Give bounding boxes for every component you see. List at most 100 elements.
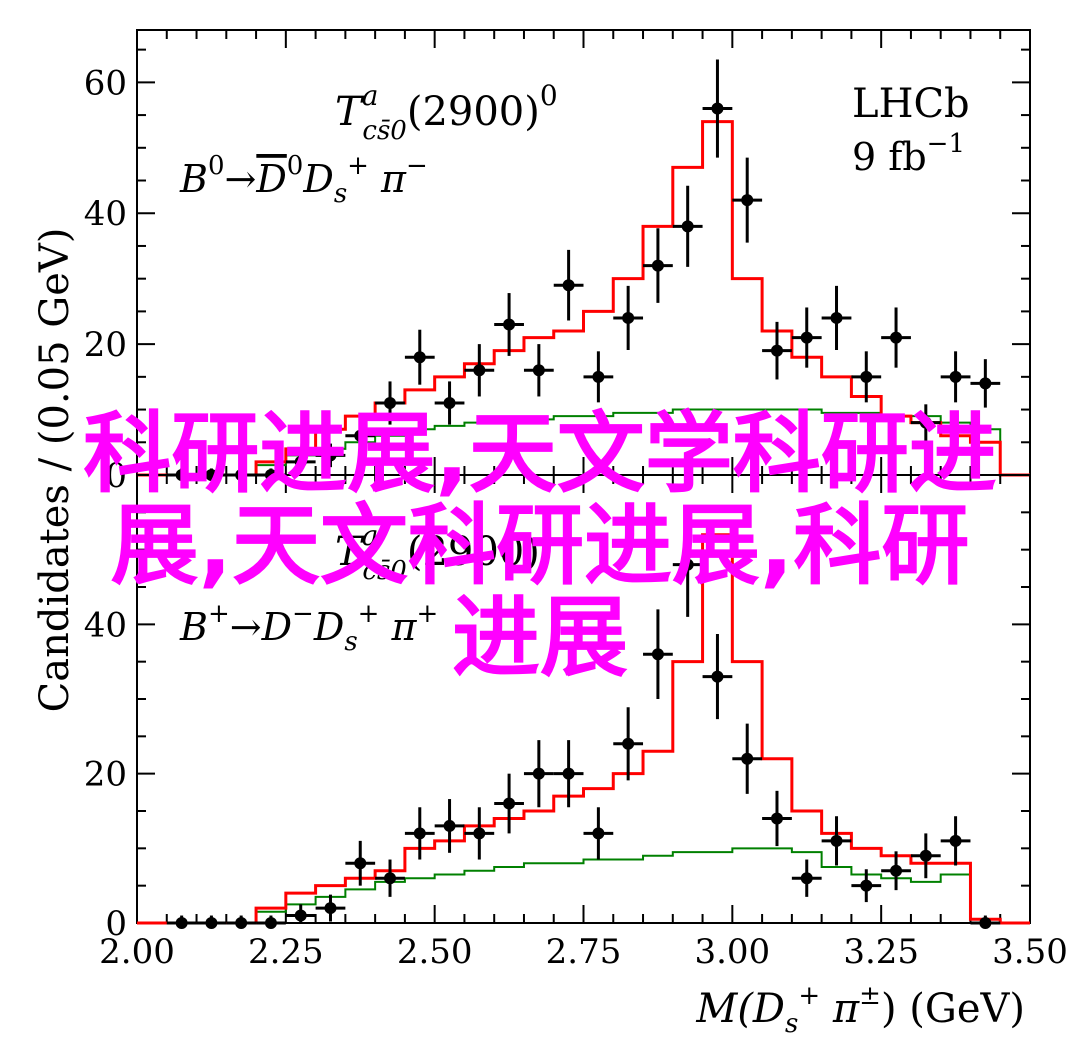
y-tick-label: 20 [84, 325, 127, 365]
data-marker [651, 648, 664, 661]
data-marker [681, 220, 694, 233]
data-marker [175, 917, 188, 929]
x-tick-label: 2.50 [397, 932, 473, 972]
data-point [464, 807, 495, 860]
data-marker [770, 344, 783, 357]
top-panel-labels: Ta cs̄0(2900)0 B0→D0Ds+ π− LHCb 9 fb−1 [179, 79, 970, 209]
data-point [583, 807, 614, 860]
top-decay-label: B0→D0Ds+ π− [179, 151, 428, 209]
data-marker [890, 864, 903, 877]
data-marker [354, 429, 367, 442]
data-marker [770, 812, 783, 825]
y-tick-label: 0 [105, 904, 127, 944]
x-tick-label: 3.50 [992, 932, 1068, 972]
panel-top: 0 20 40 60 [84, 29, 1031, 496]
data-marker [919, 416, 932, 429]
data-point [643, 609, 673, 699]
data-point [196, 915, 227, 929]
data-point [970, 915, 1001, 929]
data-marker [473, 364, 486, 377]
bottom-panel-labels: Ta cs̄0(2900) B+→D−Ds+ π+ [179, 519, 540, 657]
x-tick-label: 2.00 [99, 932, 175, 972]
data-marker [711, 670, 724, 683]
panel-bottom: 0 20 40 2.00 2.25 2.50 2.75 3.00 3.25 3.50 [84, 474, 1068, 972]
data-point [583, 351, 614, 403]
data-marker [592, 370, 605, 383]
data-point [791, 859, 822, 897]
data-marker [205, 917, 218, 929]
data-point [970, 359, 1001, 408]
data-point [732, 723, 763, 794]
data-point [940, 816, 971, 866]
data-point [613, 707, 644, 781]
data-point [494, 293, 524, 356]
bottom-decay-label: B+→D−Ds+ π+ [179, 599, 438, 657]
data-point [464, 344, 495, 397]
data-point [791, 307, 822, 368]
data-point [702, 634, 733, 720]
data-point [762, 790, 792, 847]
data-marker [949, 834, 962, 847]
data-point [910, 833, 941, 879]
data-point [732, 157, 763, 243]
data-point [553, 740, 584, 808]
data-point [851, 351, 882, 403]
data-point [315, 443, 346, 468]
data-marker [294, 455, 307, 468]
top-title-label: Ta cs̄0(2900)0 [335, 79, 558, 146]
luminosity-label: 9 fb−1 [852, 129, 965, 179]
x-tick-label: 2.25 [248, 932, 324, 972]
data-marker [800, 331, 813, 344]
data-marker [651, 259, 664, 272]
data-marker [413, 351, 426, 364]
fit-curve [137, 120, 1030, 477]
data-marker [324, 902, 337, 915]
data-point [910, 404, 941, 441]
experiment-label: LHCb [852, 81, 970, 127]
data-marker [384, 872, 397, 885]
plot-layer: 0 20 40 60 0 20 40 2.00 2.25 2.50 2.75 3.00 3.25 3.50 [84, 29, 1068, 972]
data-marker [800, 872, 813, 885]
data-point [672, 512, 703, 617]
data-point [851, 869, 882, 903]
y-tick-label: 60 [84, 63, 127, 103]
data-marker [443, 397, 456, 410]
data-point [434, 799, 465, 853]
data-marker [532, 767, 545, 780]
data-marker [443, 819, 456, 832]
data-point [613, 285, 644, 351]
x-axis-title: M(Ds+ π±) (GeV) [695, 981, 1025, 1039]
x-tick-label: 2.75 [546, 932, 622, 972]
bottom-title-label: Ta cs̄0(2900) [335, 519, 540, 586]
data-point [494, 773, 524, 834]
data-point [762, 321, 792, 380]
x-tick-label: 3.00 [694, 932, 770, 972]
data-marker [979, 377, 992, 390]
fit-curve [137, 533, 1030, 925]
data-marker [741, 752, 754, 765]
data-marker [324, 449, 337, 462]
data-point [345, 840, 376, 886]
component-curve [137, 847, 1030, 924]
data-point [285, 904, 316, 923]
data-marker [235, 917, 248, 929]
data-point [404, 329, 435, 385]
data-marker [860, 370, 873, 383]
data-point [940, 351, 971, 403]
data-marker [919, 849, 932, 862]
data-marker [622, 311, 635, 324]
data-point [821, 816, 852, 866]
data-marker [562, 279, 575, 292]
data-marker [503, 318, 516, 331]
y-tick-label: 20 [84, 755, 127, 795]
data-point [434, 381, 465, 425]
data-marker [384, 397, 397, 410]
data-point [881, 307, 911, 368]
data-marker [562, 767, 575, 780]
data-point [553, 249, 584, 321]
data-point [285, 452, 316, 472]
data-marker [979, 917, 992, 929]
data-marker [711, 102, 724, 115]
data-point [315, 894, 346, 922]
